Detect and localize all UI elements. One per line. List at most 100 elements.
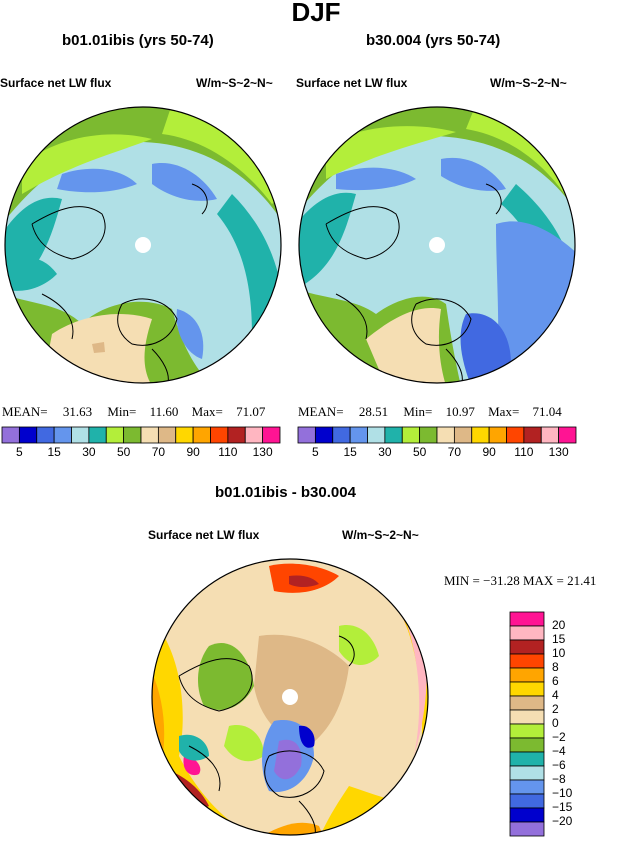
colorbar-swatch bbox=[175, 426, 194, 444]
colorbar-swatch bbox=[367, 426, 386, 444]
colorbar-tick-label: 5 bbox=[16, 445, 23, 459]
colorbar-swatch bbox=[506, 426, 525, 444]
colorbar-swatch bbox=[71, 426, 90, 444]
colorbar-tick-label: 90 bbox=[482, 445, 496, 459]
colorbar-tick-label: −10 bbox=[552, 786, 573, 800]
panel-2-units: W/m~S~2~N~ bbox=[490, 76, 567, 90]
colorbar-swatch bbox=[509, 779, 545, 795]
colorbar-swatch bbox=[88, 426, 107, 444]
colorbar-swatch bbox=[488, 426, 507, 444]
colorbar-swatch bbox=[332, 426, 351, 444]
colorbar-tick-label: 70 bbox=[447, 445, 462, 459]
colorbar-swatch bbox=[314, 426, 334, 444]
colorbar-swatch bbox=[509, 793, 545, 809]
colorbar-swatch bbox=[509, 709, 545, 725]
colorbar-swatch bbox=[105, 426, 125, 444]
colorbar-swatch bbox=[384, 426, 403, 444]
colorbar-swatch bbox=[210, 426, 229, 444]
colorbar-swatch bbox=[509, 765, 545, 781]
panel-2-max-label: Max= bbox=[488, 404, 520, 419]
colorbar-swatch bbox=[509, 821, 545, 837]
colorbar-swatch bbox=[509, 737, 545, 753]
colorbar-tick-label: 4 bbox=[552, 688, 559, 702]
colorbar-tick-label: 0 bbox=[552, 716, 559, 730]
colorbar-swatch bbox=[509, 751, 545, 767]
panel-1-max-label: Max= bbox=[191, 404, 223, 419]
colorbar-tick-label: 130 bbox=[252, 445, 273, 459]
colorbar-tick-label: 70 bbox=[151, 445, 166, 459]
diff-stats: MIN = −31.28 MAX = 21.41 bbox=[444, 573, 597, 588]
colorbar-tick-label: 110 bbox=[218, 445, 238, 459]
colorbar-swatch bbox=[36, 426, 55, 444]
colorbar-swatch bbox=[140, 426, 159, 444]
colorbar-swatch bbox=[157, 426, 177, 444]
colorbar-swatch bbox=[509, 611, 545, 627]
colorbar-1-ticks: 5 15 30 50 70 90 110 130 bbox=[2, 445, 280, 461]
colorbar-tick-label: 10 bbox=[552, 646, 566, 660]
colorbar-tick-label: 2 bbox=[552, 702, 559, 716]
colorbar-swatch bbox=[509, 807, 545, 823]
colorbar-tick-label: 15 bbox=[552, 632, 566, 646]
colorbar-swatch bbox=[192, 426, 211, 444]
panel-1-units: W/m~S~2~N~ bbox=[196, 76, 273, 90]
colorbar-2-ticks: 5 15 30 50 70 90 110 130 bbox=[298, 445, 576, 461]
panel-1-stats: MEAN= 31.63 Min= 11.60 Max= 71.07 bbox=[2, 404, 265, 420]
colorbar-swatch bbox=[509, 695, 545, 711]
panel-2-mean: 28.51 bbox=[358, 404, 389, 419]
panel-2-mean-label: MEAN= bbox=[298, 404, 344, 419]
colorbar-swatch bbox=[558, 426, 577, 444]
colorbar-tick-label: 30 bbox=[82, 445, 96, 459]
colorbar-swatch bbox=[509, 667, 545, 683]
colorbar-swatch bbox=[297, 426, 316, 444]
colorbar-tick-label: 5 bbox=[312, 445, 319, 459]
colorbar-tick-label: 30 bbox=[378, 445, 392, 459]
panel-1-min-label: Min= bbox=[107, 404, 137, 419]
colorbar-swatch bbox=[123, 426, 142, 444]
panel-1-mean-label: MEAN= bbox=[2, 404, 48, 419]
colorbar-difference-ticks: 20 15 10 8 6 4 2 0 −2 −4 −6 −8 −10 −15 −20 bbox=[552, 612, 612, 836]
panel-2-min-label: Min= bbox=[403, 404, 433, 419]
colorbar-tick-label: 15 bbox=[343, 445, 357, 459]
colorbar-swatch bbox=[244, 426, 264, 444]
panel-2-title: b30.004 (yrs 50-74) bbox=[366, 32, 501, 49]
polar-map-1 bbox=[4, 106, 282, 384]
colorbar-difference bbox=[509, 611, 545, 837]
colorbar-swatch bbox=[453, 426, 473, 444]
colorbar-swatch bbox=[419, 426, 438, 444]
diff-units: W/m~S~2~N~ bbox=[342, 528, 419, 542]
colorbar-tick-label: 20 bbox=[552, 618, 566, 632]
colorbar-swatch bbox=[509, 625, 545, 641]
diff-variable: Surface net LW flux bbox=[148, 528, 260, 542]
colorbar-tick-label: −20 bbox=[552, 814, 573, 828]
colorbar-tick-label: 130 bbox=[548, 445, 569, 459]
colorbar-tick-label: −8 bbox=[552, 772, 566, 786]
colorbar-swatch bbox=[349, 426, 368, 444]
colorbar-swatch bbox=[262, 426, 281, 444]
panel-1-title: b01.01ibis (yrs 50-74) bbox=[62, 32, 214, 49]
colorbar-tick-label: −2 bbox=[552, 730, 566, 744]
figure-title: DJF bbox=[291, 0, 341, 27]
colorbar-swatch bbox=[509, 723, 545, 739]
panel-2-max: 71.04 bbox=[532, 404, 562, 419]
colorbar-1 bbox=[1, 426, 281, 444]
colorbar-swatch bbox=[523, 426, 542, 444]
colorbar-swatch bbox=[1, 426, 20, 444]
colorbar-swatch bbox=[53, 426, 72, 444]
panel-2-stats: MEAN= 28.51 Min= 10.97 Max= 71.04 bbox=[298, 404, 562, 420]
panel-1-min: 11.60 bbox=[149, 404, 179, 419]
colorbar-tick-label: −6 bbox=[552, 758, 566, 772]
polar-map-2 bbox=[298, 106, 576, 384]
colorbar-swatch bbox=[540, 426, 560, 444]
panel-2-variable: Surface net LW flux bbox=[296, 76, 408, 90]
colorbar-tick-label: −4 bbox=[552, 744, 566, 758]
panel-1-max: 71.07 bbox=[236, 404, 266, 419]
colorbar-swatch bbox=[509, 681, 545, 697]
colorbar-tick-label: −15 bbox=[552, 800, 573, 814]
colorbar-tick-label: 110 bbox=[514, 445, 534, 459]
panel-1-variable: Surface net LW flux bbox=[0, 76, 112, 90]
colorbar-swatch bbox=[227, 426, 246, 444]
panel-2-min: 10.97 bbox=[445, 404, 475, 419]
colorbar-tick-label: 6 bbox=[552, 674, 559, 688]
diff-title: b01.01ibis - b30.004 bbox=[215, 484, 356, 501]
colorbar-swatch bbox=[18, 426, 38, 444]
